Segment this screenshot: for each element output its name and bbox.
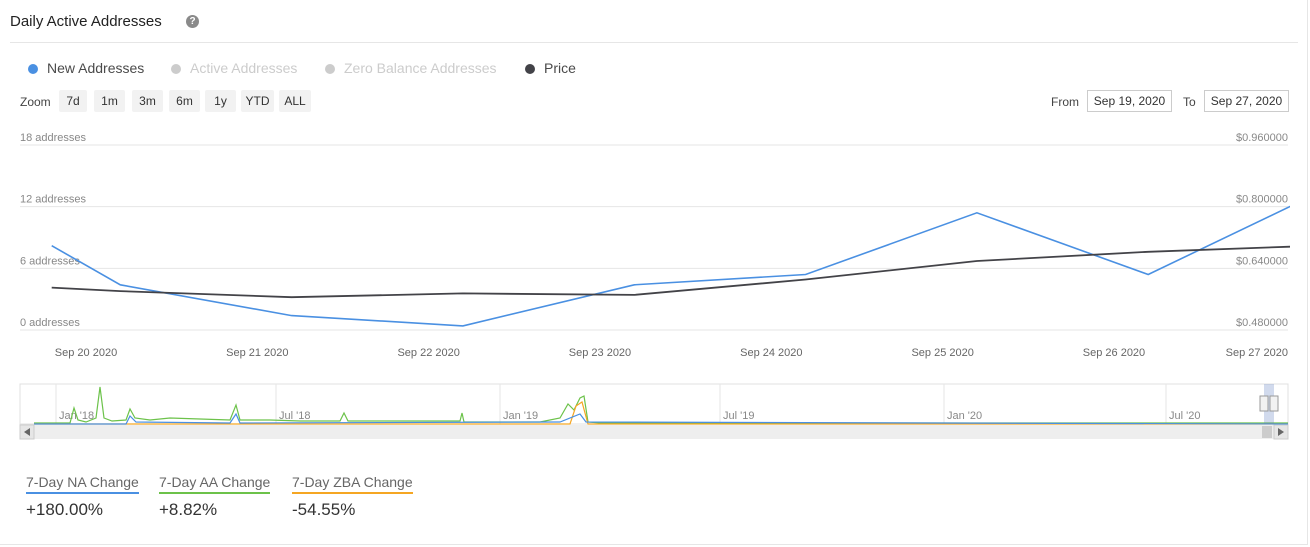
stat-value: +8.82% — [159, 500, 218, 519]
navigator-mini-series — [34, 386, 1288, 424]
navigator-axis-label: Jan '19 — [503, 410, 538, 422]
x-tick-label: Sep 25 2020 — [911, 347, 973, 359]
navigator-axis-label: Jul '19 — [723, 410, 754, 422]
y-right-tick-label: $0.960000 — [1236, 132, 1288, 144]
stat-value: +180.00% — [26, 500, 104, 519]
zoom-6m-button[interactable]: 6m — [169, 90, 200, 112]
to-label: To — [1183, 95, 1196, 109]
scrollbar-thumb[interactable] — [1262, 426, 1272, 438]
navigator-selection-mask[interactable] — [1264, 384, 1274, 424]
y-right-tick-label: $0.800000 — [1236, 194, 1288, 206]
navigator-axis-label: Jul '20 — [1169, 410, 1200, 422]
legend-label: Zero Balance Addresses — [344, 60, 497, 76]
x-tick-label: Sep 20 2020 — [55, 347, 117, 359]
x-tick-label: Sep 22 2020 — [397, 347, 459, 359]
main-chart[interactable]: 0 addresses 6 addresses 12 addresses 18 add… — [0, 120, 1310, 370]
legend-dot-icon — [525, 64, 535, 74]
to-date-input[interactable]: Sep 27, 2020 — [1204, 90, 1289, 112]
x-tick-label: Sep 26 2020 — [1083, 347, 1145, 359]
zoom-1m-button[interactable]: 1m — [94, 90, 125, 112]
y-left-tick-label: 6 addresses — [20, 255, 80, 267]
legend-label: New Addresses — [47, 60, 145, 76]
from-date-input[interactable]: Sep 19, 2020 — [1087, 90, 1172, 112]
legend-dot-icon — [171, 64, 181, 74]
stat-label: 7-Day AA Change — [159, 474, 271, 494]
question-circle-icon[interactable]: ? — [186, 15, 199, 28]
y-right-tick-label: $0.480000 — [1236, 317, 1288, 329]
x-tick-label: Sep 24 2020 — [740, 347, 802, 359]
navigator-axis-label: Jul '18 — [279, 410, 310, 422]
stat-aa-change: 7-Day AA Change +8.82% — [159, 474, 271, 519]
navigator-handle-right[interactable] — [1269, 395, 1279, 412]
legend-label: Active Addresses — [190, 60, 298, 76]
chevron-right-icon — [1278, 428, 1284, 436]
navigator-chart[interactable]: Jan '18 Jul '18 Jan '19 Jul '19 Jan '20 Jul '… — [0, 378, 1310, 442]
y-left-tick-label: 0 addresses — [20, 317, 80, 329]
stat-label: 7-Day NA Change — [26, 474, 139, 494]
legend-dot-icon — [28, 64, 38, 74]
stat-na-change: 7-Day NA Change +180.00% — [26, 474, 139, 519]
series-line-new-addresses[interactable] — [51, 172, 1310, 327]
y-left-tick-label: 18 addresses — [20, 132, 87, 144]
y-left-tick-label: 12 addresses — [20, 194, 87, 206]
legend-label: Price — [544, 60, 576, 76]
zoom-label: Zoom — [20, 95, 51, 109]
x-tick-label: Sep 21 2020 — [226, 347, 288, 359]
chevron-left-icon — [24, 428, 30, 436]
navigator-axis-label: Jan '20 — [947, 410, 982, 422]
zoom-all-button[interactable]: ALL — [279, 90, 311, 112]
navigator-scrollbar-track[interactable] — [20, 425, 1288, 439]
x-tick-label: Sep 27 2020 — [1226, 347, 1288, 359]
zoom-7d-button[interactable]: 7d — [59, 90, 87, 112]
stat-value: -54.55% — [292, 500, 356, 519]
navigator-plot-area — [19, 383, 1289, 425]
card-title: Daily Active Addresses — [10, 13, 162, 30]
card-header: Daily Active Addresses ? — [10, 10, 1298, 43]
y-right-tick-label: $0.640000 — [1236, 255, 1288, 267]
stat-label: 7-Day ZBA Change — [292, 474, 413, 494]
zoom-ytd-button[interactable]: YTD — [241, 90, 274, 112]
navigator-mini-series — [34, 412, 1289, 425]
navigator-mini-series — [34, 401, 1288, 425]
navigator-handle-left[interactable] — [1259, 395, 1269, 412]
series-line-price[interactable] — [51, 242, 1310, 299]
zoom-1y-button[interactable]: 1y — [205, 90, 236, 112]
zoom-3m-button[interactable]: 3m — [132, 90, 163, 112]
from-label: From — [1051, 95, 1079, 109]
x-tick-label: Sep 23 2020 — [569, 347, 631, 359]
stat-zba-change: 7-Day ZBA Change -54.55% — [292, 474, 413, 519]
legend-dot-icon — [325, 64, 335, 74]
